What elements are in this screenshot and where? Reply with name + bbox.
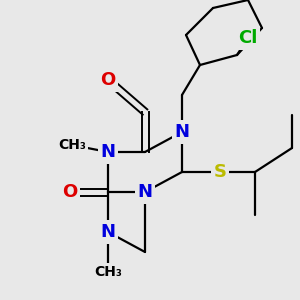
Text: CH₃: CH₃ xyxy=(58,138,86,152)
Text: Cl: Cl xyxy=(238,29,258,47)
Text: O: O xyxy=(100,71,116,89)
Text: N: N xyxy=(100,143,116,161)
Text: N: N xyxy=(137,183,152,201)
Text: N: N xyxy=(100,223,116,241)
Text: S: S xyxy=(214,163,226,181)
Text: N: N xyxy=(175,123,190,141)
Text: O: O xyxy=(62,183,78,201)
Text: CH₃: CH₃ xyxy=(94,265,122,279)
